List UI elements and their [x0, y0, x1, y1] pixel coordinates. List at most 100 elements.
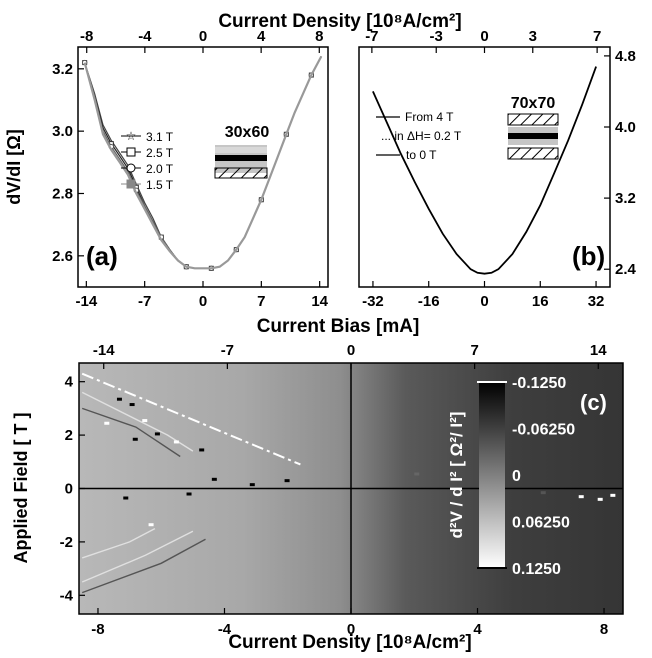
heatmap-peak-trace: [81, 530, 194, 583]
panel-b-ytick: 4.8: [615, 48, 636, 65]
legend-label-3-1t: 3.1 T: [146, 130, 174, 144]
heatmap-speckle: [249, 483, 255, 487]
heatmap-speckle: [610, 493, 616, 497]
panel-a-legend: ☆ 3.1 T 2.5 T 2.0 T 1.5 T: [121, 129, 174, 192]
heatmap-features: [79, 363, 623, 614]
panel-b-series: [372, 66, 597, 275]
heatmap-speckle: [284, 479, 290, 483]
panel-b-sample-label: 70x70: [511, 95, 556, 112]
legend-open-circle-icon: [126, 163, 136, 173]
panel-b-toptick: -3: [430, 28, 443, 45]
panel-c-label: (c): [580, 390, 607, 415]
panel-a-ylabel: dV/dI [Ω]: [4, 129, 24, 204]
panel-c-xtick: 4: [473, 621, 482, 638]
panel-b-ytick: 2.4: [615, 261, 637, 278]
panel-c-toptick: -14: [93, 342, 115, 359]
sample-hatched-layer: [214, 167, 268, 179]
top-axis-title: Current Density [10⁸A/cm²]: [218, 11, 461, 32]
heatmap-peak-trace: [81, 391, 194, 452]
panel-c-toptick: -7: [221, 342, 234, 359]
sample-b-top-hatched: [507, 113, 559, 126]
panel-b-label: (b): [572, 241, 605, 271]
panel-c-ytick: 2: [65, 427, 73, 444]
panel-b-xtick: 0: [480, 293, 488, 310]
heatmap-speckle: [148, 523, 154, 527]
legend-star-icon: ☆: [126, 129, 137, 143]
legend-open-square-icon: [126, 147, 136, 157]
panel-a-toptick: -8: [80, 28, 93, 45]
panel-b-xtick: 32: [588, 293, 605, 310]
legend-filled-square-icon: [126, 179, 136, 189]
heatmap-speckle: [199, 448, 205, 452]
heatmap-speckle: [186, 492, 192, 496]
panel-b-legend: From 4 T ... in ΔH= 0.2 T to 0 T: [376, 110, 462, 162]
sample-b-black-layer: [508, 133, 558, 139]
heatmap-peak-trace: [81, 538, 206, 594]
heatmap-speckle: [142, 419, 148, 423]
panel-a-toptick: -4: [138, 28, 152, 45]
heatmap-speckle: [132, 437, 138, 441]
colorbar-label: d²V / d I² [ Ω²/ I²]: [447, 412, 466, 539]
panel-b-xtick: -16: [418, 293, 440, 310]
panel-c-xtick: 0: [347, 621, 355, 638]
heatmap-speckle: [211, 477, 217, 481]
panel-b-series-0: [372, 66, 597, 275]
colorbar-tick: 0.1250: [512, 561, 561, 578]
panel-a-toptick: 0: [199, 28, 207, 45]
panel-b-toptick: -7: [365, 28, 378, 45]
heatmap-speckle: [597, 497, 603, 501]
heatmap-speckle: [578, 495, 584, 499]
panel-a-xtick: -14: [75, 293, 97, 310]
legend-step: ... in ΔH= 0.2 T: [381, 129, 462, 143]
panel-a-sample-label: 30x60: [225, 124, 270, 141]
panel-c-ytick: -4: [60, 587, 74, 604]
panel-c-toptick: 7: [470, 342, 478, 359]
panel-a: -14 -7 0 7 14 2.6 2.8 3.0 3.2 -8 -4 0 4 8 dV/dI [Ω] (…: [4, 28, 329, 310]
panel-a-ytick: 2.8: [52, 185, 73, 202]
panel-a-xtick: 7: [257, 293, 265, 310]
heatmap-peak-trace: [81, 527, 156, 559]
heatmap-peak-trace: [81, 407, 181, 458]
panel-c-toptick: 14: [590, 342, 607, 359]
panel-b-toptick: 7: [593, 28, 601, 45]
legend-from: From 4 T: [405, 110, 454, 124]
panel-b-toptick: 0: [480, 28, 488, 45]
panel-b-xtick: 16: [532, 293, 549, 310]
panel-c-ytick: -2: [60, 534, 73, 551]
panel-a-xtick: -7: [138, 293, 151, 310]
panel-a-ytick: 2.6: [52, 248, 73, 265]
sample-black-layer: [215, 155, 267, 161]
legend-label-2-0t: 2.0 T: [146, 162, 174, 176]
panel-c-ytick: 4: [65, 374, 74, 391]
heatmap-speckle: [540, 491, 546, 495]
panel-c-toptick: 0: [347, 342, 355, 359]
legend-to: to 0 T: [406, 148, 437, 162]
heatmap-speckle: [129, 403, 135, 407]
heatmap-speckle: [154, 432, 160, 436]
bottom-axis-title: Current Density [10⁸A/cm²]: [228, 632, 471, 653]
panel-a-sample-schematic: 30x60: [214, 124, 270, 179]
heatmap-speckle: [104, 421, 110, 425]
panel-c-xtick: -8: [91, 621, 104, 638]
legend-label-2-5t: 2.5 T: [146, 146, 174, 160]
panel-a-xtick: 0: [199, 293, 207, 310]
heatmap-speckle: [173, 440, 179, 444]
panel-b-toptick: 3: [529, 28, 537, 45]
colorbar-tick: -0.1250: [512, 375, 566, 392]
panel-b: -32 -16 0 16 32 2.4 3.2 4.0 4.8 -7 -3 0 3 7 (b) From …: [358, 28, 637, 310]
panel-a-series: [81, 55, 323, 271]
panel-c: -8 -4 0 4 8 -4 -2 0 2 4 -14 -7 0 7 14 Applied Field [ …: [11, 342, 624, 638]
colorbar-tick: 0.06250: [512, 515, 570, 532]
panel-b-ytick: 3.2: [615, 190, 636, 207]
heatmap-speckle: [414, 472, 420, 476]
panel-a-toptick: 8: [315, 28, 323, 45]
panel-c-xtick: 8: [600, 621, 608, 638]
colorbar-tick: -0.06250: [512, 422, 575, 439]
middle-axis-title: Current Bias [mA]: [257, 316, 420, 337]
heatmap-speckle: [123, 496, 129, 500]
heatmap-speckle: [116, 397, 122, 401]
panel-a-ytick: 3.0: [52, 123, 73, 140]
panel-a-ytick: 3.2: [52, 61, 73, 78]
panel-c-ylabel: Applied Field [ T ]: [11, 413, 31, 564]
